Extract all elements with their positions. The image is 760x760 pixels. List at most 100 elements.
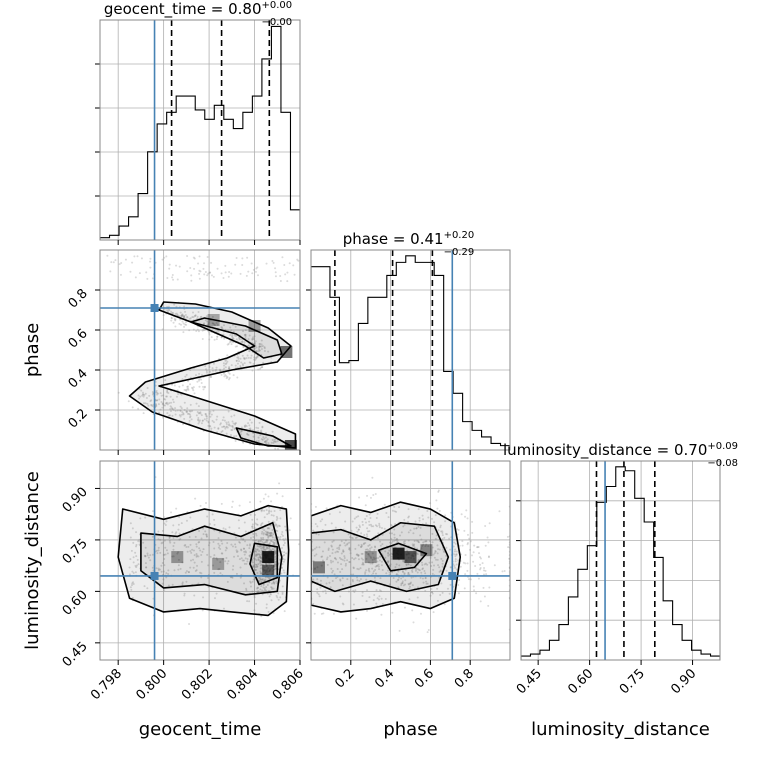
sample-point [151, 391, 154, 394]
sample-point [213, 324, 216, 327]
sample-point [376, 560, 379, 563]
sample-point [219, 422, 222, 425]
sample-point [226, 542, 229, 545]
sample-point [330, 545, 333, 548]
sample-point [395, 573, 398, 576]
sample-point [429, 556, 432, 559]
sample-point [343, 559, 346, 562]
xtick-label-geocent_time: 0.798 [88, 666, 125, 703]
sample-point [215, 366, 218, 369]
sample-point [179, 409, 182, 412]
sample-point [343, 556, 346, 559]
sample-point [415, 567, 418, 570]
xtick-label-luminosity_distance: 0.75 [617, 666, 648, 697]
sample-point [166, 401, 169, 404]
sample-point [267, 535, 270, 538]
sample-point [207, 272, 210, 275]
sample-point [212, 564, 215, 567]
sample-point [260, 556, 263, 559]
sample-point [266, 513, 269, 516]
sample-point [466, 562, 469, 565]
sample-point [199, 549, 202, 552]
sample-point [241, 257, 244, 260]
sample-point [213, 523, 216, 526]
sample-point [202, 385, 205, 388]
hist-geocent_time-frame [99, 19, 301, 241]
sample-point [267, 536, 270, 539]
sample-point [477, 545, 480, 548]
sample-point [323, 541, 326, 544]
sample-point [188, 329, 191, 332]
sample-point [170, 316, 173, 319]
sample-point [132, 541, 135, 544]
sample-point [144, 546, 147, 549]
sample-point [403, 572, 406, 575]
sample-point [207, 564, 210, 567]
hist-bar-luminosity_distance [559, 625, 568, 660]
sample-point [240, 548, 243, 551]
sample-point [261, 546, 264, 549]
sample-point [437, 489, 440, 492]
sample-point [257, 586, 260, 589]
sample-point [357, 558, 360, 561]
sample-point [461, 544, 464, 547]
sample-point [350, 536, 353, 539]
sample-point [149, 257, 152, 260]
phase-luminosity_distance-frame [310, 460, 511, 661]
sample-point [164, 402, 167, 405]
sample-point [223, 324, 226, 327]
sample-point [260, 551, 263, 554]
sample-point [391, 540, 394, 543]
sample-point [397, 570, 400, 573]
sample-point [467, 578, 470, 581]
sample-point [371, 567, 374, 570]
sample-point [245, 587, 248, 590]
sample-point [171, 407, 174, 410]
sample-point [272, 441, 275, 444]
hist-bar-luminosity_distance [673, 625, 682, 660]
sample-point [155, 549, 158, 552]
sample-point [359, 578, 362, 581]
sample-point [157, 392, 160, 395]
sample-point [235, 572, 238, 575]
sample-point [156, 393, 159, 396]
hist-bar-phase [339, 363, 348, 450]
sample-point [262, 542, 265, 545]
sample-point [408, 585, 411, 588]
sample-point [419, 576, 422, 579]
sample-point [453, 550, 456, 553]
sample-point [185, 545, 188, 548]
sample-point [285, 529, 288, 532]
sample-point [239, 576, 242, 579]
sample-point [150, 399, 153, 402]
sample-point [213, 597, 216, 600]
sample-point [147, 404, 150, 407]
sample-point [474, 564, 477, 567]
sample-point [198, 547, 201, 550]
sample-point [437, 490, 440, 493]
sample-point [340, 552, 343, 555]
sample-point [332, 612, 335, 615]
sample-point [355, 536, 358, 539]
sample-point [181, 314, 184, 317]
sample-point [248, 544, 251, 547]
hist-bar-phase [387, 275, 396, 450]
sample-point [377, 556, 380, 559]
sample-point [472, 551, 475, 554]
sample-point [375, 572, 378, 575]
sample-point [246, 600, 249, 603]
contour-line [249, 542, 279, 586]
sample-point [211, 369, 214, 372]
sample-point [439, 569, 442, 572]
sample-point [399, 534, 402, 537]
sample-point [466, 543, 469, 546]
hist-bar-phase [491, 443, 500, 450]
sample-point [403, 542, 406, 545]
sample-point [144, 402, 147, 405]
sample-point [466, 541, 469, 544]
xtick-label-geocent_time: 0.804 [224, 666, 261, 703]
sample-point [211, 322, 214, 325]
sample-point [219, 423, 222, 426]
sample-point [293, 273, 296, 276]
sample-point [258, 576, 261, 579]
